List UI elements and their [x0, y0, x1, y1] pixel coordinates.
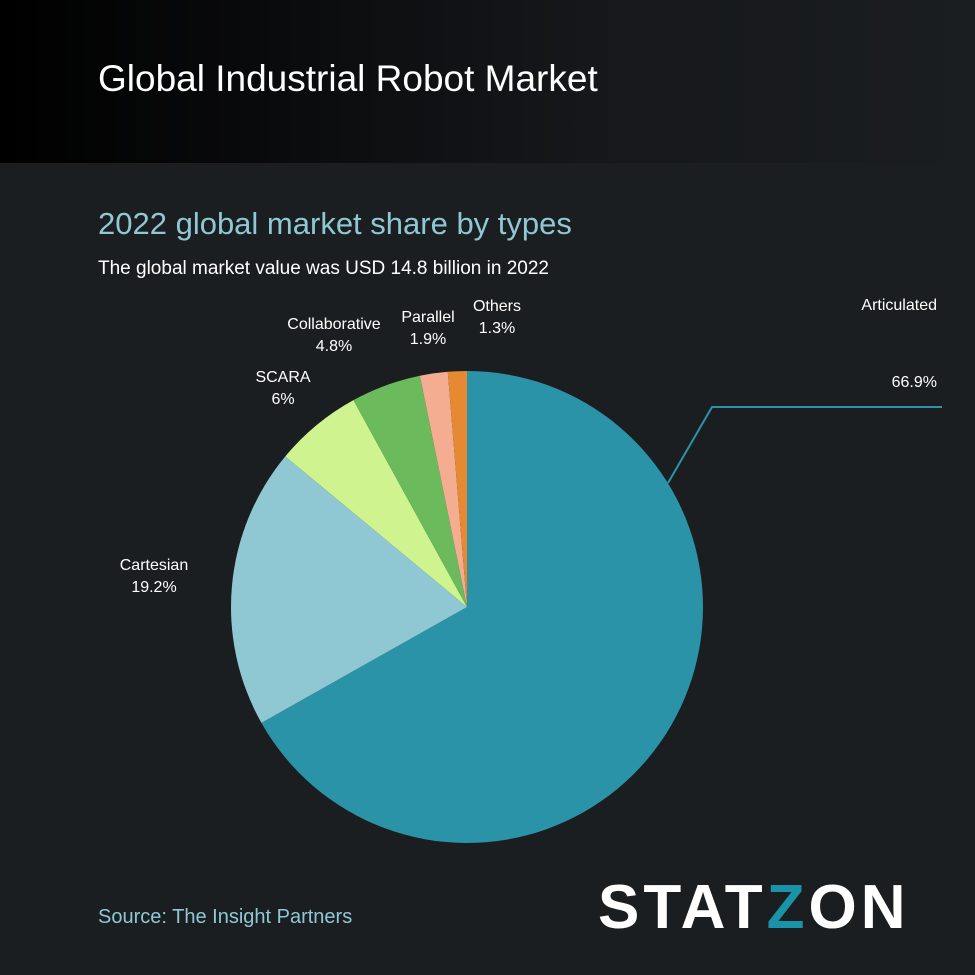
leader-line — [667, 406, 942, 484]
slice-value-label: 1.3% — [479, 320, 515, 337]
articulated-value-label: 66.9% — [892, 374, 937, 391]
slice-value-label: 1.9% — [410, 331, 446, 348]
pie-slice-scara — [285, 400, 467, 607]
slice-value-label: 6% — [271, 391, 294, 408]
pie-slice-cartesian — [231, 456, 467, 723]
articulated-category-label: Articulated — [861, 297, 937, 314]
slice-category-label: Collaborative — [287, 316, 380, 333]
slice-value-label: 4.8% — [316, 338, 352, 355]
pie-slice-collaborative — [353, 375, 467, 607]
chart-description: The global market value was USD 14.8 bil… — [98, 258, 549, 279]
source-note: Source: The Insight Partners — [98, 906, 353, 928]
pie-slice-others — [447, 371, 467, 607]
pie-slice-articulated — [261, 371, 703, 843]
page-title: Global Industrial Robot Market — [98, 58, 598, 99]
slice-category-label: Others — [473, 298, 521, 315]
statzon-logo: STATZON — [598, 873, 910, 942]
slice-category-label: Parallel — [401, 309, 454, 326]
slice-category-label: SCARA — [255, 369, 310, 386]
slice-category-label: Cartesian — [120, 557, 188, 574]
chart-subtitle: 2022 global market share by types — [98, 206, 572, 241]
pie-slice-parallel — [419, 371, 467, 607]
slice-value-label: 19.2% — [131, 579, 176, 596]
header: Global Industrial Robot Market — [0, 0, 975, 163]
